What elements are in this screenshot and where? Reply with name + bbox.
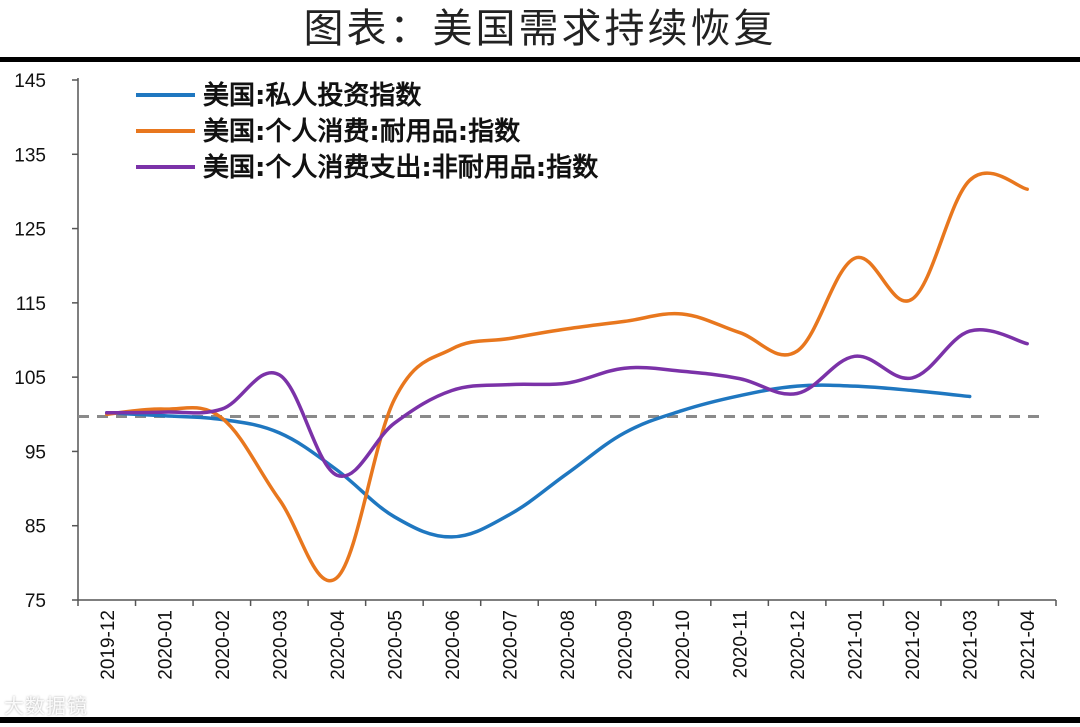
y-tick-label: 105	[14, 368, 46, 389]
x-tick-label: 2021-01	[846, 610, 867, 680]
bottom-divider	[0, 717, 1080, 723]
x-tick-label: 2020-04	[328, 610, 349, 680]
series-durable-goods	[105, 171, 1029, 583]
legend-label: 美国:个人消费支出:非耐用品:指数	[203, 152, 599, 183]
x-tick-label: 2020-07	[500, 610, 521, 680]
y-tick-label: 75	[25, 591, 46, 612]
chart-title: 图表：美国需求持续恢复	[303, 6, 777, 52]
x-tick-label: 2020-10	[673, 610, 694, 680]
x-tick-label: 2020-08	[558, 610, 579, 680]
x-tick-label: 2021-03	[961, 610, 982, 680]
series-layer	[105, 171, 1029, 583]
x-tick-label: 2020-05	[385, 610, 406, 680]
y-tick-label: 125	[14, 220, 46, 241]
x-tick-label: 2021-02	[903, 610, 924, 680]
x-tick-label: 2020-09	[616, 610, 637, 680]
x-tick-label: 2021-04	[1018, 610, 1039, 680]
y-tick-label: 85	[25, 517, 46, 538]
x-tick-label: 2019-12	[98, 610, 119, 680]
series-private-investment	[105, 383, 972, 539]
legend-label: 美国:个人消费:耐用品:指数	[203, 116, 521, 147]
y-tick-label: 145	[14, 71, 46, 92]
x-tick-label: 2020-03	[270, 610, 291, 680]
y-tick-label: 135	[14, 145, 46, 166]
watermark: 大数据镜	[4, 694, 88, 718]
x-tick-label: 2020-11	[731, 610, 752, 678]
y-tick-label: 115	[16, 294, 46, 315]
series-nondurable-goods	[105, 328, 1029, 478]
y-tick-label: 95	[25, 442, 46, 463]
legend-label: 美国:私人投资指数	[203, 80, 422, 111]
x-tick-label: 2020-12	[788, 610, 809, 680]
x-tick-label: 2020-06	[443, 610, 464, 680]
x-tick-label: 2020-02	[213, 610, 234, 680]
x-tick-label: 2020-01	[155, 610, 176, 680]
axes: 75 85 95 105 115 125 135 145 2019-12 2020-01 2020-…	[14, 71, 1057, 680]
title-divider	[0, 57, 1080, 62]
